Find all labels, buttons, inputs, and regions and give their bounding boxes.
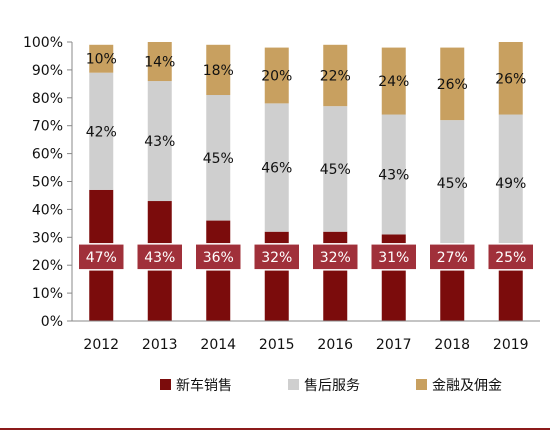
y-tick-label: 40% xyxy=(32,202,63,218)
y-tick-label: 90% xyxy=(32,63,63,79)
legend-swatch xyxy=(288,379,299,390)
bar-segment xyxy=(440,47,465,121)
bar-segment xyxy=(264,47,289,104)
bar-segment xyxy=(381,47,406,115)
value-label-box xyxy=(487,243,535,271)
bar-segment xyxy=(440,120,465,246)
bottom-rule xyxy=(0,428,550,430)
bar-segment xyxy=(323,106,348,232)
value-label: 43% xyxy=(144,250,175,266)
bar-segment xyxy=(89,72,114,190)
value-label-box xyxy=(311,243,359,271)
legend-swatch xyxy=(416,379,427,390)
value-label: 32% xyxy=(261,250,292,266)
legend-label: 新车销售 xyxy=(176,377,232,394)
y-tick-label: 100% xyxy=(23,35,63,51)
y-tick-label: 30% xyxy=(32,230,63,246)
value-label: 14% xyxy=(144,55,175,71)
value-labels: 47% 42% 10% 43% 43% 14% 36% 45% 18% 32% 46% 20% 32% 4… xyxy=(77,52,535,271)
value-label: 26% xyxy=(437,77,468,93)
x-tick-label: 2014 xyxy=(200,337,236,353)
value-label-box xyxy=(253,243,301,271)
value-label: 42% xyxy=(86,124,117,140)
value-label: 20% xyxy=(261,68,292,84)
value-label: 22% xyxy=(320,68,351,84)
legend-label: 售后服务 xyxy=(304,378,360,394)
x-tick-label: 2015 xyxy=(259,337,295,353)
legend: 新车销售 售后服务 金融及佣金 xyxy=(160,377,502,394)
value-label: 43% xyxy=(144,134,175,150)
value-label: 24% xyxy=(378,74,409,90)
bar-segment xyxy=(147,81,172,202)
bar-segment xyxy=(206,220,231,321)
value-label-box xyxy=(370,243,418,271)
value-label: 45% xyxy=(320,162,351,178)
bar-segment xyxy=(381,114,406,235)
x-tick-label: 2012 xyxy=(83,337,119,353)
bar-segment xyxy=(89,44,114,73)
y-axis: 0% 10% 20% 30% 40% 50% 60% 70% 80% 90% 100% xyxy=(23,35,73,330)
bar-segment xyxy=(264,103,289,232)
x-tick-label: 2018 xyxy=(434,337,470,353)
y-tick-label: 70% xyxy=(32,119,63,135)
value-label-box xyxy=(428,243,476,271)
value-label: 31% xyxy=(378,250,409,266)
bar-segment xyxy=(206,44,231,96)
bar-segment xyxy=(323,44,348,107)
value-label: 26% xyxy=(495,71,526,87)
bar-segment xyxy=(498,114,523,252)
value-label: 36% xyxy=(203,250,234,266)
value-label: 18% xyxy=(203,63,234,79)
y-tick-label: 60% xyxy=(32,147,63,163)
value-label: 45% xyxy=(203,151,234,167)
value-label: 49% xyxy=(495,176,526,192)
y-tick-label: 50% xyxy=(32,175,63,191)
x-tick-label: 2019 xyxy=(493,337,529,353)
y-tick-label: 20% xyxy=(32,258,63,274)
legend-swatch xyxy=(160,379,171,390)
value-label: 45% xyxy=(437,176,468,192)
x-tick-label: 2013 xyxy=(142,337,178,353)
y-tick-label: 0% xyxy=(41,314,63,330)
bar-segment xyxy=(206,95,231,221)
value-label-box xyxy=(77,243,125,271)
y-tick-label: 80% xyxy=(32,91,63,107)
value-label-box xyxy=(136,243,184,271)
value-label: 32% xyxy=(320,250,351,266)
x-tick-label: 2017 xyxy=(376,337,412,353)
value-label: 25% xyxy=(495,250,526,266)
value-label: 46% xyxy=(261,161,292,177)
x-axis: 2012 2013 2014 2015 2016 2017 2018 2019 xyxy=(72,320,540,353)
value-label: 43% xyxy=(378,168,409,184)
value-label-box xyxy=(194,243,242,271)
bar-segment xyxy=(498,42,523,115)
value-label: 27% xyxy=(437,250,468,266)
y-tick-label: 10% xyxy=(32,286,63,302)
value-label: 47% xyxy=(86,250,117,266)
bar-segment xyxy=(147,42,172,82)
value-label: 10% xyxy=(86,52,117,68)
x-tick-label: 2016 xyxy=(317,337,353,353)
legend-label: 金融及佣金 xyxy=(432,378,502,394)
